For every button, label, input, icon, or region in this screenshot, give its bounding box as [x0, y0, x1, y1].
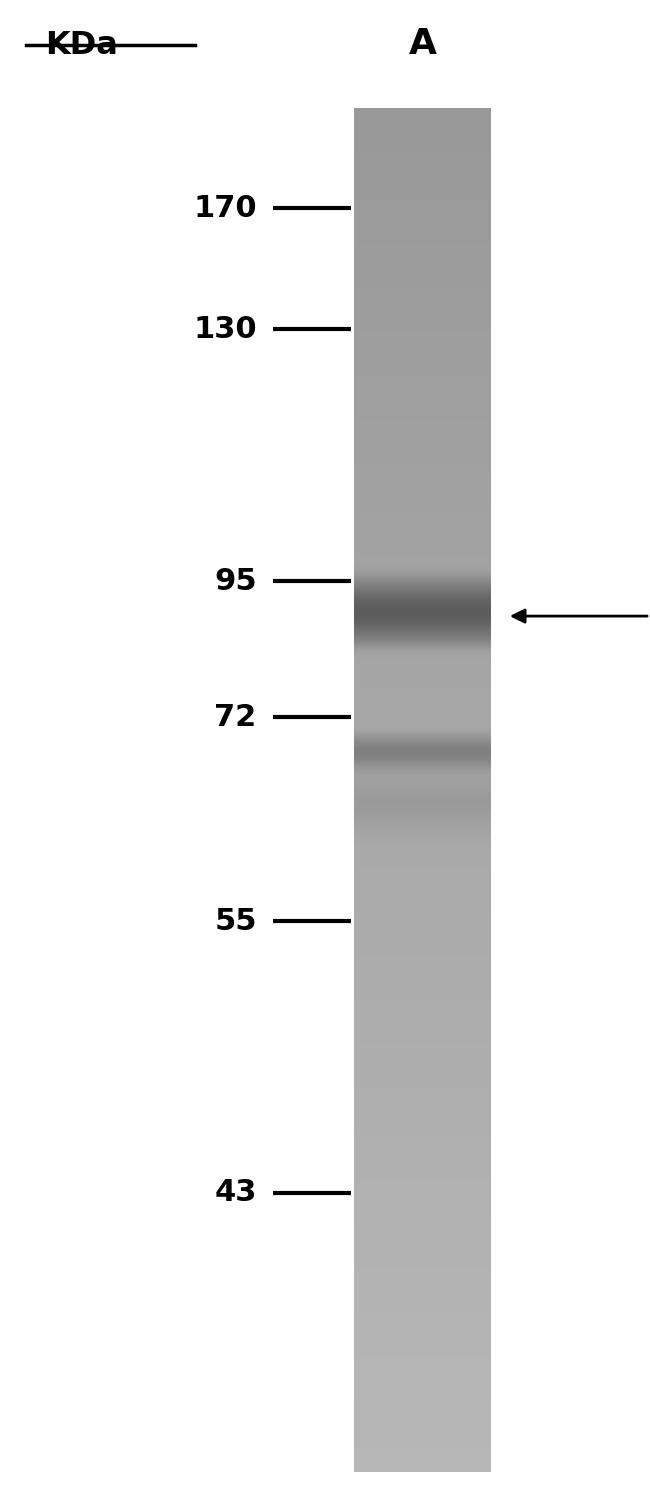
Text: 55: 55 — [214, 906, 257, 936]
Text: 130: 130 — [193, 314, 257, 344]
Text: A: A — [408, 27, 437, 62]
Text: 95: 95 — [214, 566, 257, 596]
Text: 72: 72 — [214, 702, 257, 732]
Text: KDa: KDa — [46, 30, 118, 62]
Text: 170: 170 — [193, 193, 257, 223]
Text: 43: 43 — [214, 1178, 257, 1208]
